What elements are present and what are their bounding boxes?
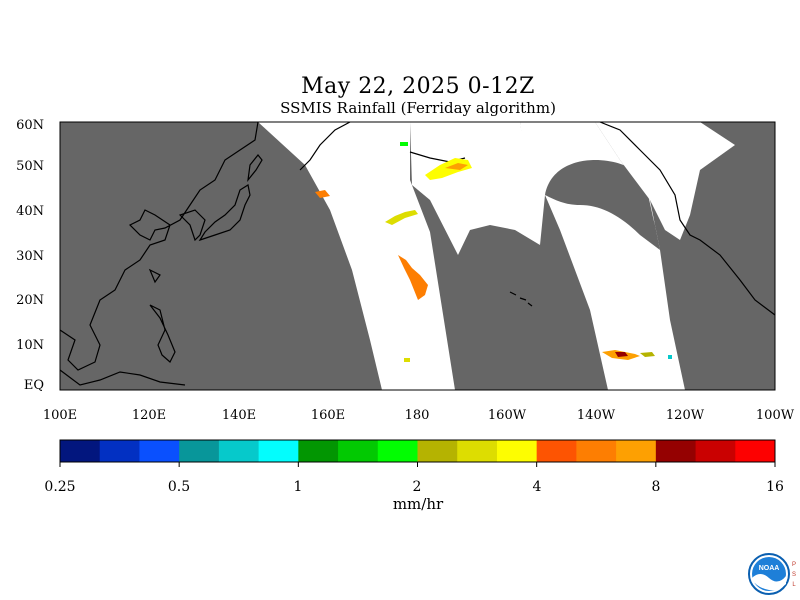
colorbar-tick-label: 4 xyxy=(532,479,542,495)
colorbar-swatch xyxy=(258,440,299,462)
psl-letter: S xyxy=(792,572,796,578)
noaa-logo: NOAA P S L xyxy=(748,553,796,595)
psl-letter: L xyxy=(792,582,796,588)
colorbar-swatch xyxy=(139,440,180,462)
colorbar xyxy=(59,439,776,467)
lat-label: 10N xyxy=(16,338,44,353)
rain-patch xyxy=(385,210,418,225)
colorbar-swatch xyxy=(417,440,458,462)
lon-label: 180 xyxy=(404,408,430,423)
colorbar-tick-label: 16 xyxy=(766,479,784,495)
colorbar-swatch xyxy=(655,440,697,462)
colorbar-tick-label: 8 xyxy=(651,479,661,495)
colorbar-tick-label: 0.5 xyxy=(167,479,191,495)
lon-label: 120E xyxy=(131,408,167,423)
colorbar-swatch xyxy=(457,440,498,462)
lat-label: 60N xyxy=(16,118,44,133)
lat-label: 50N xyxy=(16,159,44,174)
colorbar-tick-label: 2 xyxy=(412,479,422,495)
colorbar-swatch xyxy=(218,440,260,462)
logo-text: NOAA xyxy=(759,565,780,572)
lon-label: 140E xyxy=(221,408,257,423)
colorbar-swatch xyxy=(60,440,101,462)
rain-patch xyxy=(398,255,428,300)
rain-patch xyxy=(315,190,330,198)
satellite-swath xyxy=(595,122,735,240)
colorbar-swatch xyxy=(179,440,220,462)
lon-label: 160E xyxy=(310,408,346,423)
rain-patch xyxy=(640,352,655,357)
lon-label: 100W xyxy=(755,408,795,423)
lat-label: 30N xyxy=(16,249,44,264)
colorbar-swatch xyxy=(695,440,736,462)
map-subtitle: SSMIS Rainfall (Ferriday algorithm) xyxy=(280,99,556,117)
lat-label: EQ xyxy=(23,378,44,393)
no-data-gap xyxy=(545,160,660,250)
colorbar-swatch xyxy=(496,440,538,462)
lat-label: 40N xyxy=(16,204,44,219)
colorbar-swatch xyxy=(99,440,140,462)
lat-label: 20N xyxy=(16,293,44,308)
rainfall-areas xyxy=(315,142,672,362)
lon-label: 160W xyxy=(487,408,527,423)
colorbar-swatch xyxy=(616,440,657,462)
colorbar-swatch xyxy=(576,440,617,462)
lon-label: 120W xyxy=(665,408,705,423)
lon-label: 100E xyxy=(42,408,78,423)
satellite-swath xyxy=(258,122,455,390)
colorbar-swatch xyxy=(735,440,776,462)
map-title: May 22, 2025 0-12Z xyxy=(301,74,535,99)
map-frame xyxy=(59,121,776,391)
colorbar-swatch xyxy=(377,440,418,462)
colorbar-swatch xyxy=(338,440,379,462)
rain-patch xyxy=(404,358,410,362)
colorbar-tick-label: 1 xyxy=(293,479,303,495)
lon-label: 140W xyxy=(576,408,616,423)
coastlines xyxy=(59,121,776,386)
rain-patch xyxy=(445,163,468,170)
colorbar-tick-label: 0.25 xyxy=(44,479,76,495)
colorbar-swatch xyxy=(536,440,577,462)
rain-patch xyxy=(668,355,672,359)
psl-letter: P xyxy=(792,562,796,568)
rain-patch xyxy=(615,352,628,357)
colorbar-swatch xyxy=(298,440,339,462)
rain-patch xyxy=(400,142,408,146)
satellite-swath xyxy=(410,122,540,255)
colorbar-units: mm/hr xyxy=(392,495,444,513)
